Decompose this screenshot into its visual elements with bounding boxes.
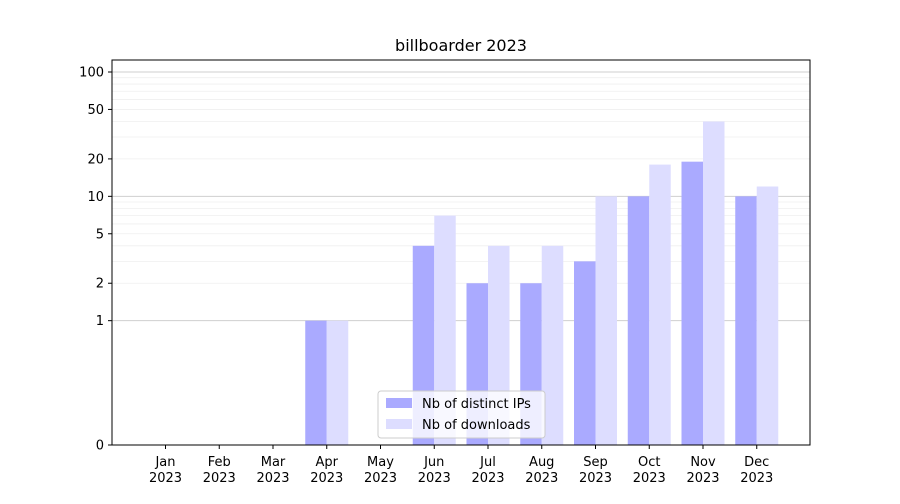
x-tick-label-year: 2023 bbox=[418, 471, 451, 486]
legend-label: Nb of downloads bbox=[422, 418, 531, 433]
x-tick-label-year: 2023 bbox=[203, 471, 236, 486]
bar bbox=[681, 161, 703, 445]
x-tick-label: Jun bbox=[423, 455, 444, 470]
plot-frame bbox=[111, 59, 811, 446]
x-tick-label-year: 2023 bbox=[686, 471, 719, 486]
x-tick-label: Sep bbox=[583, 455, 608, 470]
x-tick-label: Apr bbox=[316, 455, 339, 470]
legend-swatch bbox=[386, 398, 412, 408]
x-tick-label: Aug bbox=[529, 455, 554, 470]
x-tick-label-year: 2023 bbox=[471, 471, 504, 486]
legend-box bbox=[377, 390, 546, 439]
bar bbox=[595, 196, 617, 445]
y-tick-label: 50 bbox=[87, 103, 104, 118]
x-tick-label-year: 2023 bbox=[525, 471, 558, 486]
legend: Nb of distinct IPs Nb of downloads bbox=[377, 390, 546, 439]
x-tick-label: Nov bbox=[690, 455, 716, 470]
x-tick-label: Mar bbox=[261, 455, 286, 470]
bar bbox=[574, 261, 596, 445]
bar bbox=[703, 121, 725, 446]
y-tick-label: 5 bbox=[96, 227, 104, 242]
bar bbox=[649, 164, 671, 445]
bar bbox=[627, 196, 650, 445]
legend-label: Nb of distinct IPs bbox=[422, 397, 531, 412]
x-tick-label-year: 2023 bbox=[579, 471, 612, 486]
x-tick-label: Dec bbox=[744, 455, 769, 470]
bar bbox=[305, 320, 327, 445]
x-tick-label-year: 2023 bbox=[310, 471, 343, 486]
x-tick-label: Oct bbox=[638, 455, 660, 470]
legend-swatch bbox=[386, 419, 412, 429]
x-tick-label-year: 2023 bbox=[364, 471, 397, 486]
y-tick-label: 1 bbox=[96, 314, 104, 329]
axes: 0125102050100Jan2023Feb2023Mar2023Apr202… bbox=[79, 59, 811, 486]
x-tick-label-year: 2023 bbox=[633, 471, 666, 486]
x-tick-label: Feb bbox=[208, 455, 231, 470]
x-tick-label: May bbox=[367, 455, 394, 470]
bar bbox=[541, 245, 564, 445]
y-tick-label: 10 bbox=[87, 190, 104, 205]
x-tick-label-year: 2023 bbox=[740, 471, 773, 486]
bar bbox=[326, 320, 349, 445]
y-tick-label: 100 bbox=[79, 66, 104, 81]
x-tick-label: Jan bbox=[154, 455, 175, 470]
y-tick-label: 2 bbox=[96, 277, 104, 292]
y-tick-label: 0 bbox=[96, 439, 104, 454]
chart-title: billboarder 2023 bbox=[395, 36, 527, 55]
x-tick-label-year: 2023 bbox=[149, 471, 182, 486]
bars bbox=[305, 121, 779, 446]
bar bbox=[434, 215, 456, 445]
y-tick-label: 20 bbox=[87, 152, 104, 167]
grid bbox=[112, 71, 810, 322]
bar bbox=[756, 186, 779, 445]
bar bbox=[735, 196, 757, 445]
x-tick-label-year: 2023 bbox=[256, 471, 289, 486]
x-tick-label: Jul bbox=[479, 455, 496, 470]
